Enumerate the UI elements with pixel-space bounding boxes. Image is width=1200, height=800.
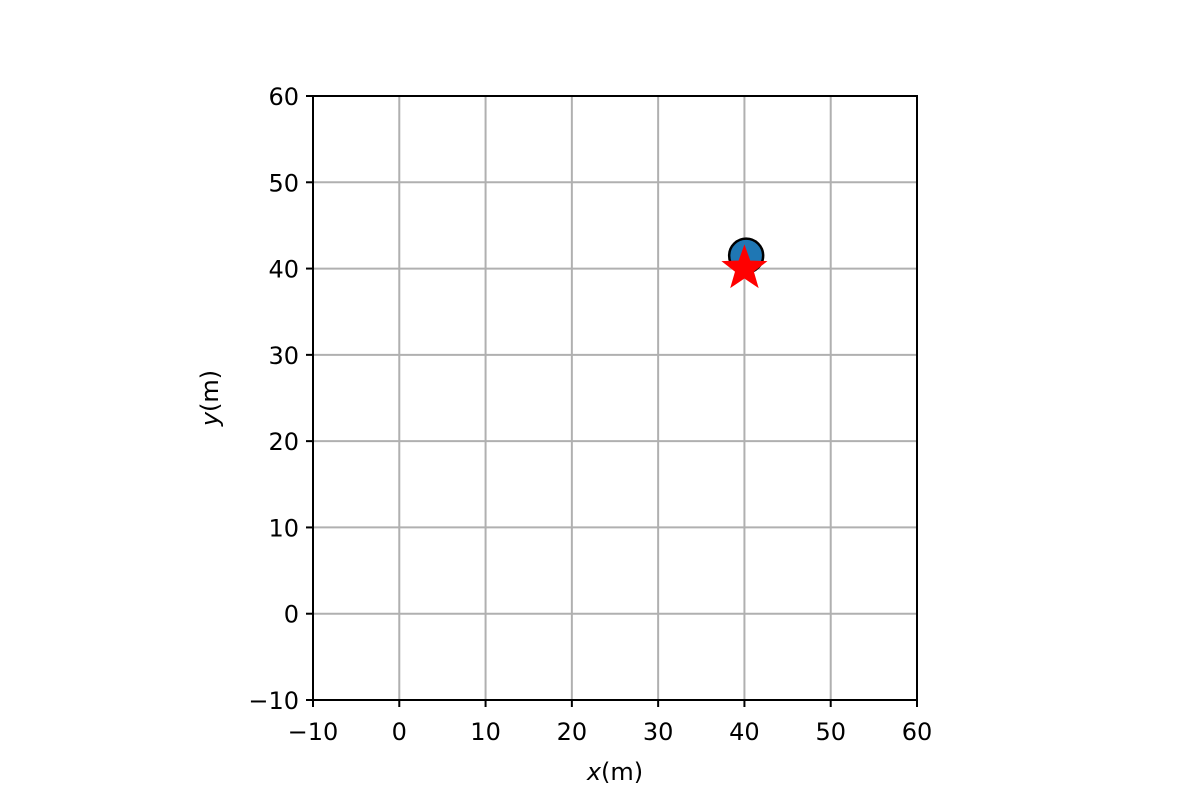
y-tick-label: 60 [268, 83, 299, 111]
x-tick-label: 30 [643, 718, 674, 746]
y-tick-label: 10 [268, 514, 299, 542]
x-tick-label: 50 [815, 718, 846, 746]
x-axis-label: x(m) [586, 758, 643, 786]
x-tick-label: 10 [470, 718, 501, 746]
grid [312, 95, 918, 701]
y-tick-label: 40 [268, 256, 299, 284]
x-tick-label: −10 [288, 718, 339, 746]
y-axis-label: y(m) [196, 370, 224, 427]
y-tick-label: 50 [268, 169, 299, 197]
data-point-star [721, 244, 768, 289]
y-tick-label: 30 [268, 342, 299, 370]
x-tick-label: 60 [902, 718, 933, 746]
y-tick-label: −10 [248, 687, 299, 715]
ticks: −10 0 10 20 30 40 50 60 −10 0 10 20 30 40 50 60 [248, 83, 932, 746]
x-tick-label: 20 [557, 718, 588, 746]
axis-labels: x(m) y(m) [196, 370, 643, 786]
data-marks [721, 237, 768, 289]
x-tick-label: 0 [392, 718, 407, 746]
x-tick-label: 40 [729, 718, 760, 746]
y-tick-label: 0 [284, 601, 299, 629]
axes-frame [312, 95, 918, 701]
y-tick-label: 20 [268, 428, 299, 456]
